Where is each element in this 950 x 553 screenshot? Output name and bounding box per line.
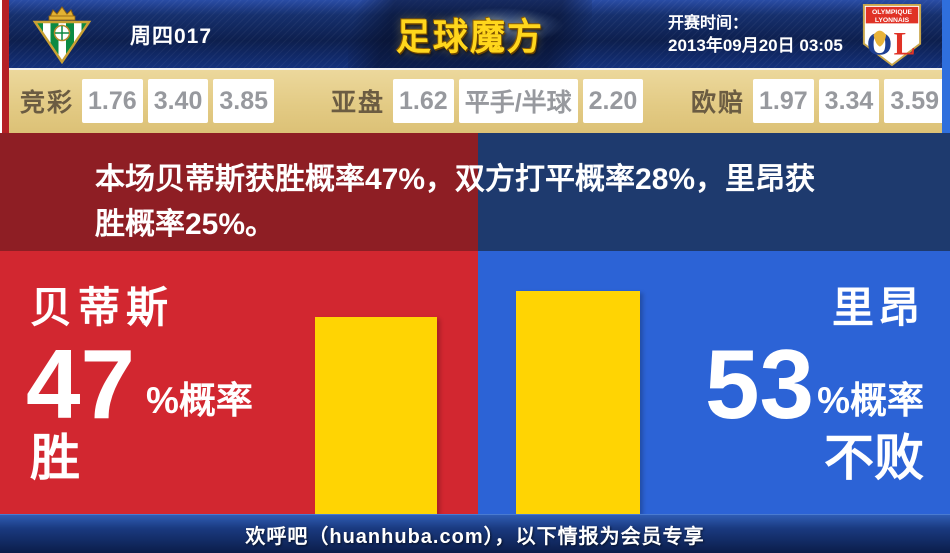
svg-text:OLYMPIQUE: OLYMPIQUE — [872, 9, 912, 16]
match-code: 周四017 — [130, 25, 213, 48]
odds-bar: 竞彩 1.76 3.40 3.85 亚盘 1.62 平手/半球 2.20 欧赔 … — [0, 70, 950, 133]
footer-text: 欢呼吧（huanhuba.com），以下情报为会员专享 — [245, 525, 705, 548]
svg-text:L: L — [894, 26, 916, 62]
odds-value-oupei-home: 1.97 — [753, 79, 814, 123]
probability-summary-band: 本场贝蒂斯获胜概率47%，双方打平概率28%，里昂获胜概率25%。 — [0, 133, 950, 251]
home-probability-value: 47 — [26, 329, 136, 439]
odds-value-oupei-draw: 3.34 — [818, 79, 880, 123]
svg-text:LYONNAIS: LYONNAIS — [875, 17, 910, 24]
crown-icon — [49, 6, 75, 18]
home-probability-bar — [315, 316, 437, 514]
odds-value-jingcai-draw: 3.40 — [147, 79, 209, 123]
odds-value-jingcai-home: 1.76 — [82, 79, 143, 123]
header-bar: 周四017 足球魔方 开赛时间： 2013年09月20日 03:05 OLYMP… — [0, 0, 950, 68]
odds-label-jingcai: 竞彩 — [20, 89, 75, 117]
away-probability-suffix: %概率 — [817, 380, 924, 421]
odds-group-jingcai: 竞彩 1.76 3.40 3.85 — [20, 79, 279, 123]
odds-label-oupei: 欧赔 — [691, 89, 746, 117]
odds-group-yapan: 亚盘 1.62 平手/半球 2.20 — [331, 79, 648, 123]
summary-band-blue-half — [478, 133, 950, 251]
away-probability-value: 53 — [704, 329, 814, 439]
kickoff-time: 2013年09月20日 03:05 — [668, 36, 843, 55]
home-team-crest-betis — [24, 4, 100, 65]
summary-band-red-half — [0, 133, 478, 251]
left-edge-stripe — [0, 0, 9, 133]
odds-label-yapan: 亚盘 — [331, 89, 386, 117]
odds-value-oupei-away: 3.59 — [884, 79, 946, 123]
odds-value-yapan-home: 1.62 — [393, 79, 454, 123]
away-team-crest-lyon: OLYMPIQUE LYONNAIS O L — [860, 3, 924, 67]
footer-bar: 欢呼吧（huanhuba.com），以下情报为会员专享 — [0, 514, 950, 553]
header-separator — [0, 68, 950, 70]
home-probability-suffix: %概率 — [146, 380, 253, 421]
odds-group-oupei: 欧赔 1.97 3.34 3.59 — [691, 79, 950, 123]
away-result-label: 不败 — [824, 430, 924, 486]
probability-chart: 贝蒂斯 47 %概率 胜 里昂 53 %概率 不败 — [0, 251, 950, 514]
site-logo-panel: 足球魔方 — [348, 0, 592, 68]
home-team-name: 贝蒂斯 — [30, 284, 175, 331]
lion-icon — [873, 30, 887, 47]
away-probability-bar — [516, 291, 640, 514]
odds-value-yapan-away: 2.20 — [582, 79, 644, 123]
kickoff-label: 开赛时间： — [668, 15, 749, 32]
home-result-label: 胜 — [30, 430, 80, 486]
site-logo-text: 足球魔方 — [395, 16, 544, 58]
odds-value-jingcai-away: 3.85 — [213, 79, 275, 123]
right-edge-stripe — [942, 0, 950, 133]
probability-summary-text: 本场贝蒂斯获胜概率47%，双方打平概率28%，里昂获胜概率25%。 — [95, 163, 816, 241]
odds-value-yapan-handicap: 平手/半球 — [458, 79, 578, 123]
away-team-name: 里昂 — [831, 284, 924, 331]
kickoff-time-block: 开赛时间： 2013年09月20日 03:05 — [668, 13, 843, 57]
